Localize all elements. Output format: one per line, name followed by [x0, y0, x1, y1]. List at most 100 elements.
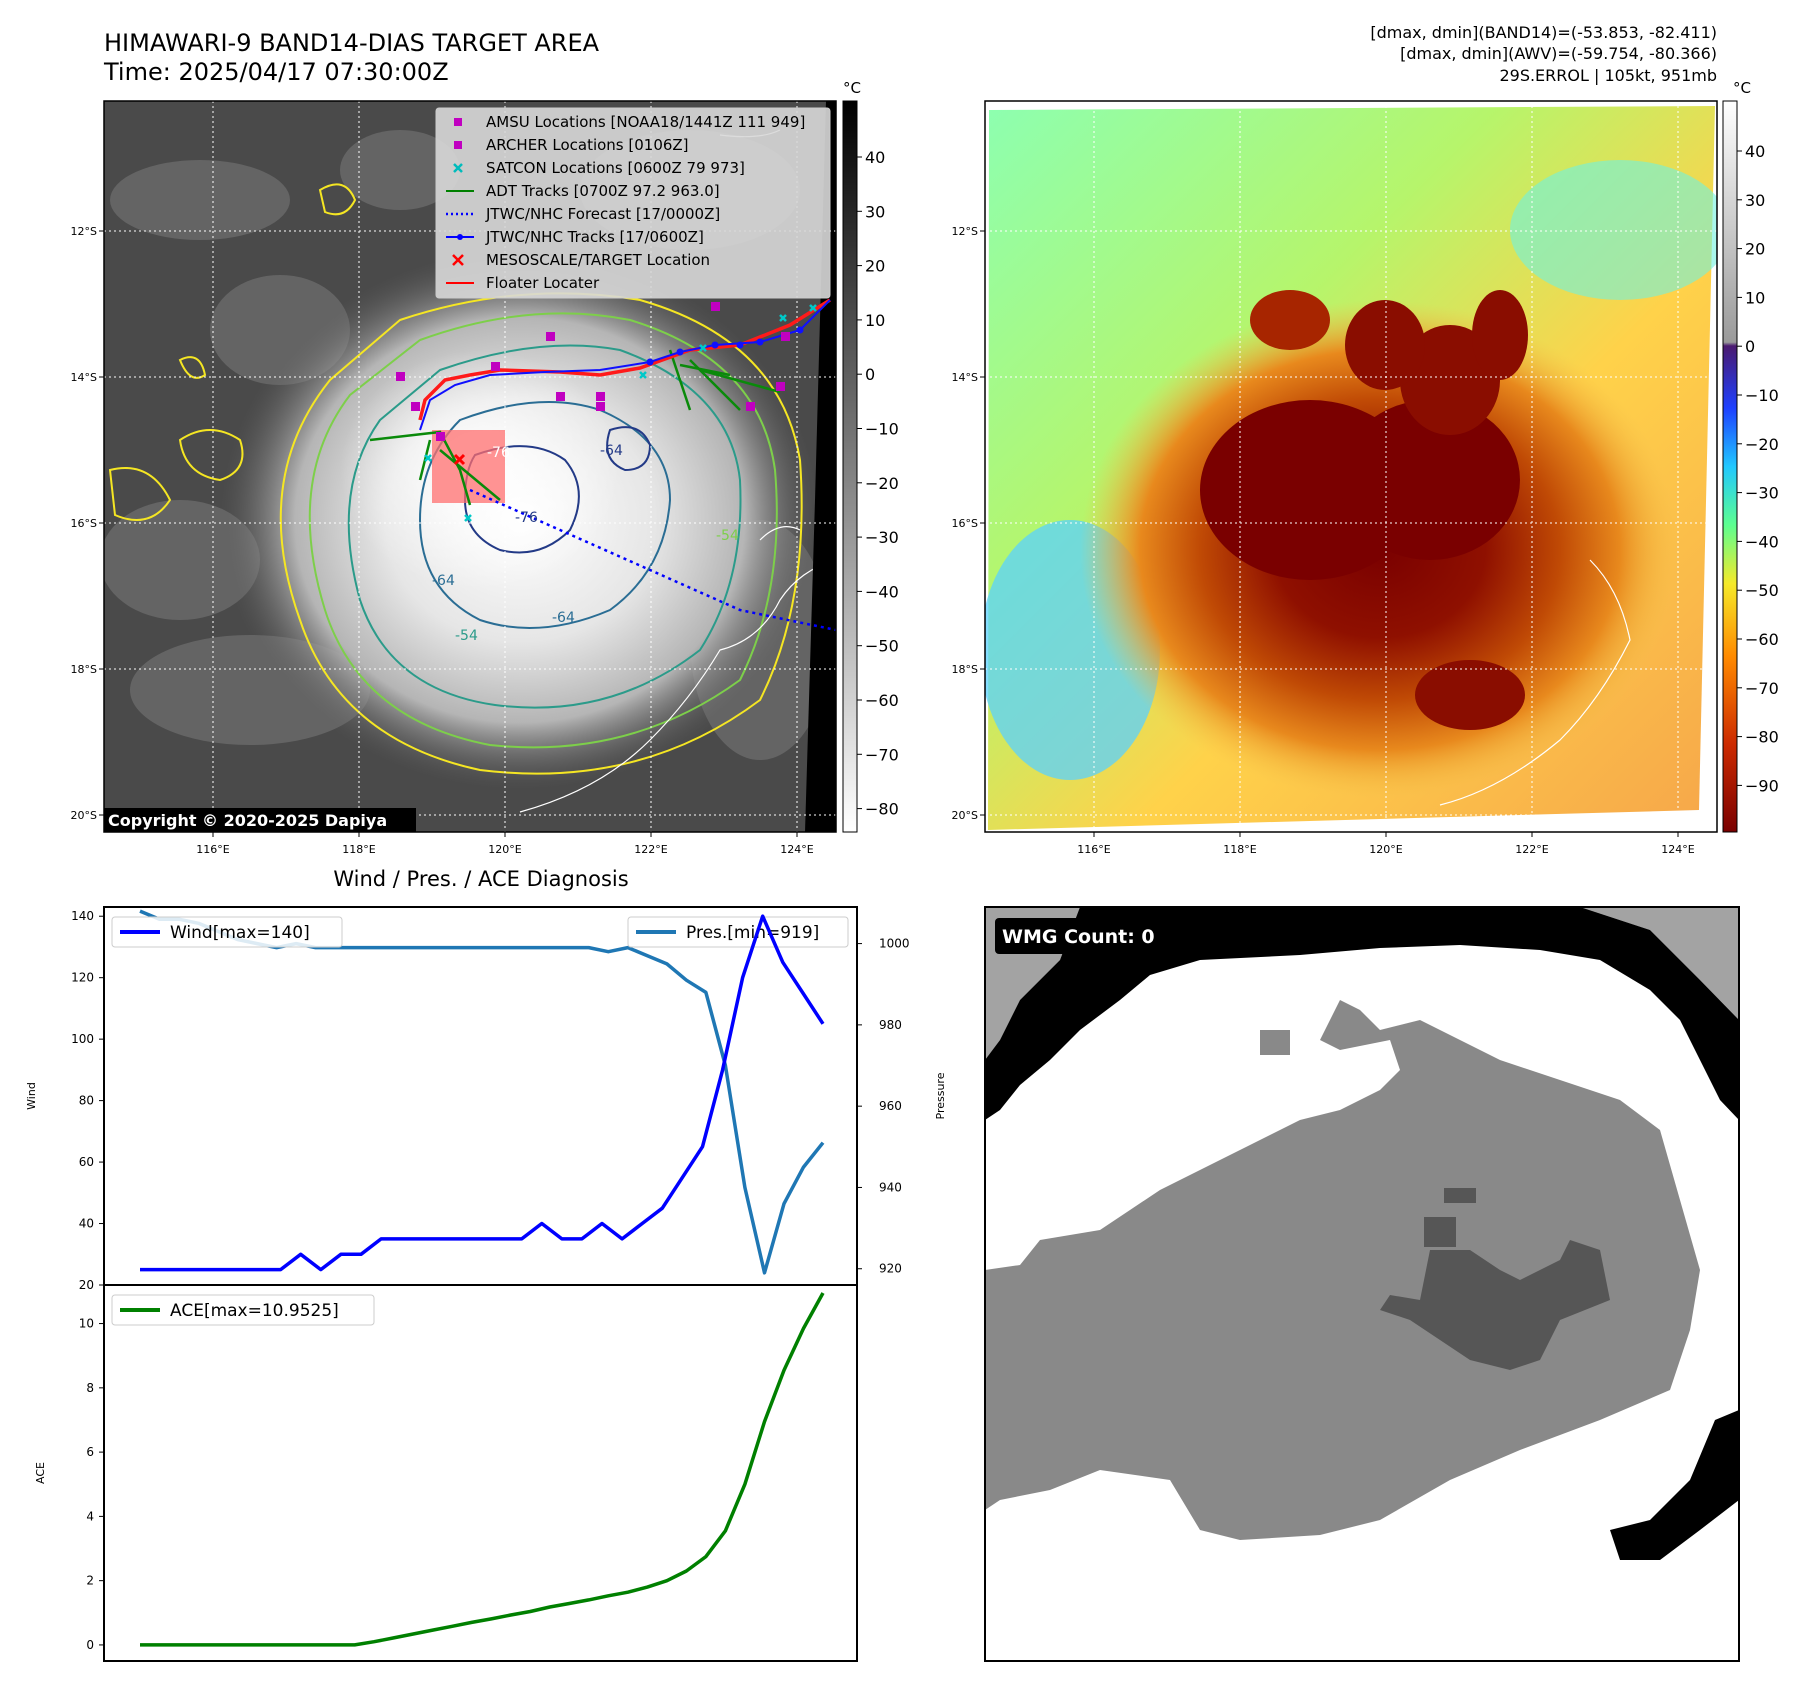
legend-entry: JTWC/NHC Forecast [17/0000Z]	[446, 205, 720, 223]
lon-label: 118°E	[1223, 843, 1256, 856]
ace-chart: 0 2 4 6 8 10 ACE[max=10.9525] ACE	[34, 1292, 825, 1652]
wmg-dark-core	[1380, 1188, 1610, 1370]
wind-chart-frame	[103, 906, 858, 1286]
y-tick-label: 2	[86, 1574, 94, 1588]
wmg-black-ring	[985, 907, 1739, 1560]
lat-label: 16°S	[952, 517, 978, 530]
legend-marker	[452, 254, 464, 266]
wv-colorbar-unit: °C	[1733, 79, 1751, 97]
y-tick-label: 6	[86, 1445, 94, 1459]
legend-entry: ARCHER Locations [0106Z]	[454, 136, 689, 154]
series-line	[140, 914, 825, 1272]
legend-entry: Floater Locater	[446, 274, 600, 292]
ace-axis-label: ACE	[34, 1462, 47, 1484]
adt-tracks	[369, 349, 781, 506]
ir-colorbar-unit: °C	[843, 79, 861, 97]
y-tick-label: 60	[79, 1155, 94, 1169]
colorbar-tick-label: −20	[1745, 435, 1779, 454]
legend-marker-dot	[457, 234, 463, 240]
colorbar-tick-label: 40	[1745, 142, 1765, 161]
legend-label: JTWC/NHC Forecast [17/0000Z]	[485, 205, 720, 223]
wmg-panel-frame	[984, 906, 1740, 1662]
series-line	[140, 1292, 825, 1647]
lon-label: 122°E	[634, 843, 667, 856]
colorbar-tick-label: −60	[1745, 630, 1779, 649]
wmg-panel: WMG Count: 0	[985, 907, 1739, 1661]
y-tick-label: 20	[79, 1278, 94, 1292]
chart-legend: ACE[max=10.9525]	[111, 1294, 375, 1326]
legend-label: ADT Tracks [0700Z 97.2 963.0]	[486, 182, 720, 200]
copyright-badge: Copyright © 2020-2025 Dapiya	[104, 808, 416, 832]
chart-legend-label: ACE[max=10.9525]	[170, 1301, 339, 1321]
lon-label: 124°E	[780, 843, 813, 856]
info-awv: [dmax, dmin](AWV)=(-59.754, -80.366)	[1400, 44, 1717, 63]
colorbar-tick-label: −40	[865, 582, 899, 601]
colorbar-tick-label: −80	[865, 800, 899, 819]
colorbar-tick-label: −30	[865, 528, 899, 547]
lon-label: 116°E	[1077, 843, 1110, 856]
legend-entry: MESOSCALE/TARGET Location	[452, 251, 710, 269]
colorbar-tick-label: −50	[1745, 581, 1779, 600]
colorbar-tick-label: −10	[1745, 386, 1779, 405]
colorbar-tick-label: 20	[865, 257, 885, 276]
floater-track	[418, 298, 831, 421]
y-tick-label: 40	[79, 1217, 94, 1231]
chart-legend-label: Pres.[min=919]	[686, 923, 819, 943]
diagnosis-title: Wind / Pres. / ACE Diagnosis	[333, 867, 628, 891]
lon-label: 120°E	[1369, 843, 1402, 856]
legend-label: AMSU Locations [NOAA18/1441Z 111 949]	[486, 113, 805, 131]
chart-legend: Pres.[min=919]	[627, 916, 849, 948]
y2-tick-label: 1000	[879, 937, 910, 951]
colorbar-tick-label: 10	[865, 311, 885, 330]
wind-axis-label: Wind	[25, 1082, 38, 1110]
contour-value-labels: -76 -76 -64 -64 -54 -54 -64	[432, 443, 739, 644]
legend-marker	[454, 141, 462, 149]
colorbar-tick-label: 0	[1745, 337, 1755, 356]
legend-entry: JTWC/NHC Tracks [17/0600Z]	[446, 228, 704, 246]
y-tick-label: 120	[71, 971, 94, 985]
y2-tick-label: 920	[879, 1262, 902, 1276]
pressure-axis-label: Pressure	[934, 1072, 947, 1119]
legend-label: ARCHER Locations [0106Z]	[486, 136, 689, 154]
info-band14: [dmax, dmin](BAND14)=(-53.853, -82.411)	[1370, 23, 1717, 42]
chart-legend-label: Wind[max=140]	[170, 923, 310, 943]
contour-label: -64	[432, 573, 455, 589]
contour-label: -76	[487, 445, 510, 461]
lon-label: 118°E	[342, 843, 375, 856]
lat-label: 20°S	[952, 809, 978, 822]
track-legend: AMSU Locations [NOAA18/1441Z 111 949] ARC…	[435, 107, 831, 299]
legend-label: Floater Locater	[486, 274, 600, 292]
legend-entry: AMSU Locations [NOAA18/1441Z 111 949]	[454, 113, 805, 131]
contour-label: -76	[515, 510, 538, 526]
lat-label: 20°S	[71, 809, 97, 822]
colorbar-tick-label: −70	[1745, 679, 1779, 698]
colorbar-tick-label: −30	[1745, 484, 1779, 503]
wv-map	[985, 101, 1717, 832]
colorbar-tick-label: 20	[1745, 240, 1765, 259]
colorbar-tick-label: −20	[865, 474, 899, 493]
chart-legend-box	[627, 916, 849, 948]
y2-tick-label: 980	[879, 1018, 902, 1032]
figure-time: Time: 2025/04/17 07:30:00Z	[103, 58, 449, 86]
lon-label: 120°E	[488, 843, 521, 856]
y2-tick-label: 940	[879, 1180, 902, 1194]
legend-entry: SATCON Locations [0600Z 79 973]	[453, 159, 745, 177]
colorbar-tick-label: −40	[1745, 532, 1779, 551]
colorbar-tick-label: 0	[865, 365, 875, 384]
y-tick-label: 4	[86, 1509, 94, 1523]
jtwc-track-points	[646, 326, 804, 366]
lat-label: 18°S	[71, 663, 97, 676]
y-tick-label: 8	[86, 1381, 94, 1395]
wmg-gray-cloud	[985, 1000, 1700, 1540]
y-tick-label: 140	[71, 909, 94, 923]
legend-marker	[453, 163, 463, 173]
wv-colorbar: °C 40 30 20 10 0 −10 −20 −30 −40 −50 −60 −70 −80 −90	[1722, 79, 1779, 833]
lat-label: 12°S	[952, 225, 978, 238]
legend-box	[435, 107, 831, 299]
contour-label: -54	[455, 628, 478, 644]
colorbar-tick-label: −50	[865, 637, 899, 656]
contour-label: -54	[716, 528, 739, 544]
jtwc-track	[419, 299, 831, 431]
lat-label: 16°S	[71, 517, 97, 530]
legend-marker	[454, 118, 462, 126]
